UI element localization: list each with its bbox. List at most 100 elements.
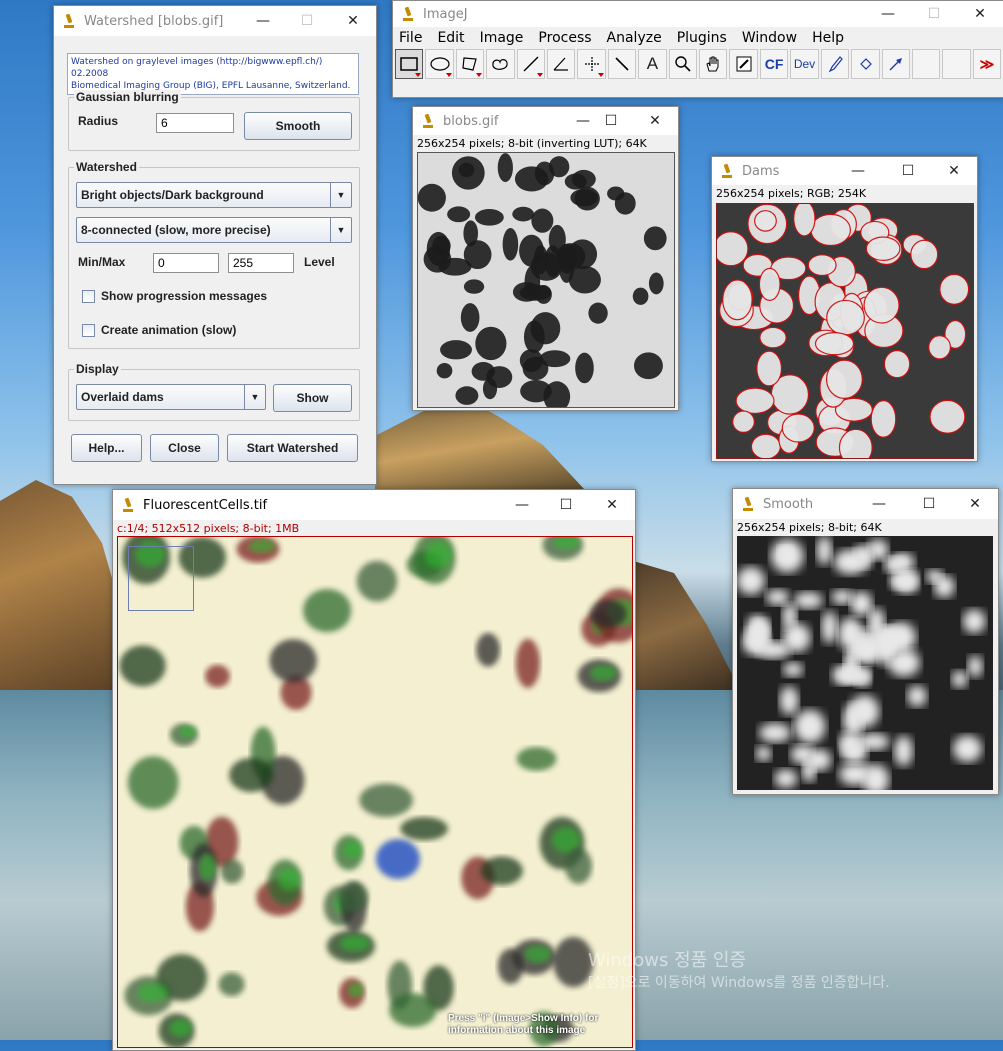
smooth-blob [894, 735, 913, 767]
fluorescent-image[interactable]: Press "i" (Image>Show Info) for informat… [117, 536, 633, 1048]
blob [447, 206, 471, 223]
blob [648, 272, 664, 295]
dam-region [834, 397, 873, 422]
fluorescent-window: FluorescentCells.tif — ☐ ✕ c:1/4; 512x51… [112, 489, 636, 1051]
cell-nucleus [589, 599, 627, 628]
minimize-button[interactable]: — [256, 13, 270, 29]
dams-image[interactable] [716, 203, 974, 459]
brush-tool-icon[interactable] [820, 49, 850, 79]
smooth-blob [766, 589, 790, 606]
display-select[interactable]: Overlaid dams ▼ [76, 384, 266, 410]
menu-analyze[interactable]: Analyze [606, 30, 662, 46]
show-button[interactable]: Show [273, 384, 352, 412]
smooth-blob [883, 556, 906, 573]
line-tool-icon[interactable] [516, 49, 546, 79]
minimize-button[interactable]: — [881, 6, 895, 22]
blobs-titlebar[interactable]: blobs.gif — ☐ ✕ [413, 107, 678, 135]
angle-tool-icon[interactable] [547, 49, 576, 79]
dev-tool[interactable]: Dev [790, 49, 819, 79]
dam-region [793, 204, 816, 237]
maximize-button[interactable]: ☐ [559, 497, 573, 513]
rectangle-tool-icon[interactable] [395, 49, 424, 79]
hand-tool-icon[interactable] [699, 49, 728, 79]
close-button[interactable]: ✕ [347, 13, 359, 29]
minimize-button[interactable]: — [872, 496, 886, 512]
blobs-image[interactable] [417, 152, 675, 408]
dams-titlebar[interactable]: Dams — ☐ ✕ [712, 157, 977, 185]
magnifier-icon[interactable] [668, 49, 698, 79]
empty-tool-slot[interactable] [911, 49, 941, 79]
minimize-button[interactable]: — [515, 497, 529, 513]
menu-file[interactable]: File [399, 30, 423, 46]
watershed-group-label: Watershed [74, 160, 139, 174]
menu-edit[interactable]: Edit [437, 30, 465, 46]
arrow-tool-icon[interactable] [881, 49, 910, 79]
dam-region [717, 231, 749, 267]
flood-fill-icon[interactable] [851, 49, 880, 79]
dam-region [750, 433, 781, 458]
min-input[interactable]: 0 [153, 253, 219, 273]
close-button[interactable]: ✕ [969, 496, 981, 512]
maximize-button[interactable]: ☐ [927, 6, 941, 22]
max-input[interactable]: 255 [228, 253, 294, 273]
info-hint-line-1: Press "i" (Image>Show Info) for [448, 1013, 599, 1024]
info-line-2: Biomedical Imaging Group (BIG), EPFL Lau… [71, 81, 351, 91]
smooth-image[interactable] [737, 536, 993, 790]
cf-tool[interactable]: CF [759, 49, 789, 79]
start-watershed-button[interactable]: Start Watershed [227, 434, 358, 462]
menu-plugins[interactable]: Plugins [676, 30, 727, 46]
freehand-tool-icon[interactable] [486, 49, 515, 79]
wand-tool-icon[interactable] [607, 49, 637, 79]
smooth-blob [849, 635, 882, 664]
text-tool-icon[interactable]: A [638, 49, 667, 79]
menu-process[interactable]: Process [538, 30, 592, 46]
dam-region [814, 332, 855, 356]
point-tool-icon[interactable] [577, 49, 606, 79]
maximize-button[interactable]: ☐ [922, 496, 936, 512]
close-button[interactable]: ✕ [606, 497, 618, 513]
imagej-microscope-icon [741, 497, 755, 511]
maximize-button[interactable]: ☐ [901, 163, 915, 179]
create-animation-checkbox[interactable]: Create animation (slow) [82, 323, 236, 337]
fluorescent-titlebar[interactable]: FluorescentCells.tif — ☐ ✕ [113, 490, 635, 520]
maximize-button[interactable]: ☐ [300, 13, 314, 29]
dropper-tool-icon[interactable] [729, 49, 758, 79]
menu-image[interactable]: Image [479, 30, 524, 46]
watershed-group [68, 167, 360, 349]
imagej-microscope-icon [62, 14, 76, 28]
dam-region [807, 254, 837, 277]
imagej-title: ImageJ [423, 6, 468, 22]
connectivity-select[interactable]: 8-connected (slow, more precise) ▼ [76, 217, 352, 243]
green-signal [425, 541, 452, 569]
blob [531, 208, 554, 233]
polygon-tool-icon[interactable] [455, 49, 485, 79]
minimize-button[interactable]: — [576, 113, 590, 129]
help-button[interactable]: Help... [71, 434, 142, 462]
menu-help[interactable]: Help [812, 30, 844, 46]
close-button[interactable]: ✕ [948, 163, 960, 179]
mode-select[interactable]: Bright objects/Dark background ▼ [76, 182, 352, 208]
blob [588, 302, 608, 324]
show-progress-checkbox[interactable]: Show progression messages [82, 289, 267, 303]
radius-input[interactable]: 6 [156, 113, 234, 133]
empty-tool-slot[interactable] [942, 49, 971, 79]
watershed-titlebar[interactable]: Watershed [blobs.gif] — ☐ ✕ [54, 6, 376, 36]
close-button[interactable]: ✕ [649, 113, 661, 129]
smooth-titlebar[interactable]: Smooth — ☐ ✕ [733, 489, 998, 519]
blob [519, 284, 552, 301]
imagej-titlebar[interactable]: ImageJ — ☐ ✕ [393, 1, 1003, 27]
smooth-button[interactable]: Smooth [244, 112, 352, 140]
close-button[interactable]: ✕ [974, 6, 986, 22]
oval-tool-icon[interactable] [425, 49, 454, 79]
menu-window[interactable]: Window [741, 30, 798, 46]
close-dialog-button[interactable]: Close [150, 434, 219, 462]
overview-box[interactable] [128, 546, 194, 611]
more-tools-icon[interactable]: ≫ [972, 49, 1002, 79]
cell-nucleus [356, 560, 398, 602]
cell-nucleus [553, 936, 594, 988]
blob [463, 279, 485, 294]
maximize-button[interactable]: ☐ [604, 113, 618, 129]
cell-nucleus [127, 756, 179, 810]
minimize-button[interactable]: — [851, 163, 865, 179]
blobs-window: blobs.gif — ☐ ✕ 256x254 pixels; 8-bit (i… [412, 106, 679, 411]
